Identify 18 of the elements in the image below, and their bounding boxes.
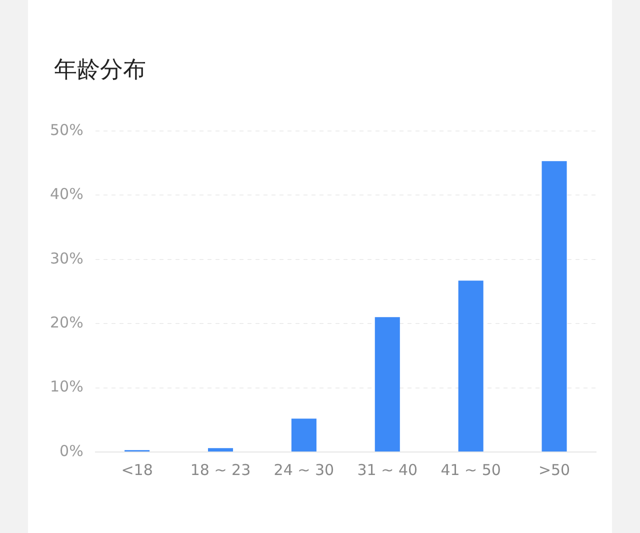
x-tick-label: 24 ~ 30	[274, 460, 334, 479]
x-tick-label: 31 ~ 40	[357, 460, 418, 479]
bar	[291, 418, 316, 452]
x-tick-label: 18 ~ 23	[190, 460, 251, 479]
bar	[458, 280, 484, 452]
bar	[374, 317, 400, 452]
chart-title: 年龄分布	[54, 56, 146, 85]
x-tick-label: >50	[538, 460, 570, 479]
y-tick-label: 10%	[50, 378, 84, 396]
x-tick-label: <18	[121, 460, 153, 479]
y-tick-label: 0%	[60, 442, 84, 460]
y-tick-label: 40%	[50, 185, 84, 204]
y-tick-label: 50%	[50, 120, 84, 139]
y-tick-label: 30%	[50, 249, 84, 268]
y-tick-label: 20%	[50, 313, 84, 332]
x-tick-label: 41 ~ 50	[440, 460, 501, 479]
bar	[208, 448, 234, 452]
bar	[542, 161, 567, 452]
